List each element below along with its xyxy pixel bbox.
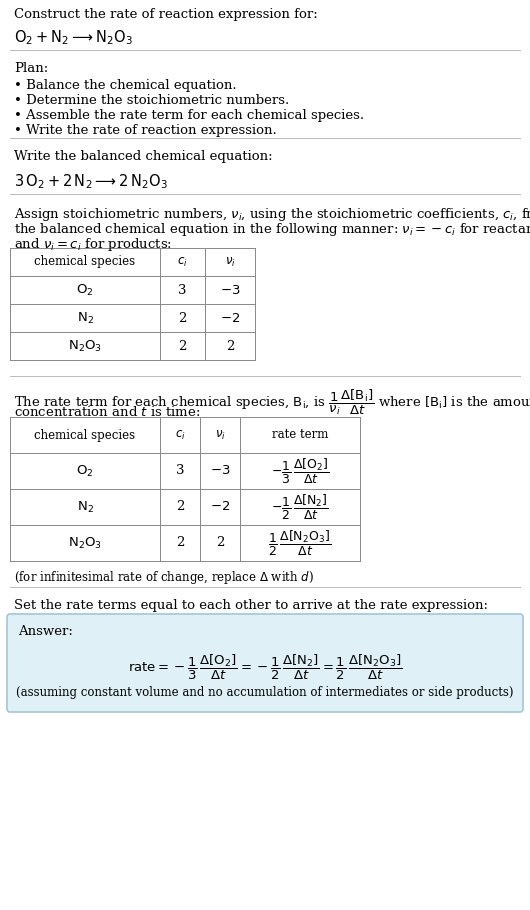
Text: $\mathrm{N_2}$: $\mathrm{N_2}$ bbox=[76, 310, 93, 326]
Text: concentration and $t$ is time:: concentration and $t$ is time: bbox=[14, 405, 200, 419]
Text: 2: 2 bbox=[176, 537, 184, 550]
Text: $\mathrm{rate} = -\dfrac{1}{3}\,\dfrac{\Delta[\mathrm{O_2}]}{\Delta t} = -\dfrac: $\mathrm{rate} = -\dfrac{1}{3}\,\dfrac{\… bbox=[128, 652, 402, 682]
Text: chemical species: chemical species bbox=[34, 429, 136, 441]
Text: $\mathrm{N_2O_3}$: $\mathrm{N_2O_3}$ bbox=[68, 339, 102, 354]
Text: $c_i$: $c_i$ bbox=[177, 256, 188, 268]
Text: $-2$: $-2$ bbox=[210, 501, 230, 513]
Text: Answer:: Answer: bbox=[18, 625, 73, 638]
Text: (assuming constant volume and no accumulation of intermediates or side products): (assuming constant volume and no accumul… bbox=[16, 686, 514, 699]
Text: $-3$: $-3$ bbox=[210, 464, 230, 478]
Text: 3: 3 bbox=[176, 464, 184, 478]
Text: $-3$: $-3$ bbox=[220, 284, 240, 297]
Text: $c_i$: $c_i$ bbox=[175, 429, 186, 441]
Text: $\mathrm{N_2O_3}$: $\mathrm{N_2O_3}$ bbox=[68, 535, 102, 551]
Text: $-\dfrac{1}{2}\,\dfrac{\Delta[\mathrm{N_2}]}{\Delta t}$: $-\dfrac{1}{2}\,\dfrac{\Delta[\mathrm{N_… bbox=[271, 492, 329, 521]
Text: Set the rate terms equal to each other to arrive at the rate expression:: Set the rate terms equal to each other t… bbox=[14, 599, 488, 612]
Text: • Write the rate of reaction expression.: • Write the rate of reaction expression. bbox=[14, 124, 277, 137]
Text: $\nu_i$: $\nu_i$ bbox=[225, 256, 235, 268]
Text: and $\nu_i = c_i$ for products:: and $\nu_i = c_i$ for products: bbox=[14, 236, 172, 253]
Text: Assign stoichiometric numbers, $\nu_i$, using the stoichiometric coefficients, $: Assign stoichiometric numbers, $\nu_i$, … bbox=[14, 206, 530, 223]
Text: $\mathrm{O_2 + N_2 \longrightarrow N_2O_3}$: $\mathrm{O_2 + N_2 \longrightarrow N_2O_… bbox=[14, 28, 132, 46]
Text: $\mathrm{3\,O_2 + 2\,N_2 \longrightarrow 2\,N_2O_3}$: $\mathrm{3\,O_2 + 2\,N_2 \longrightarrow… bbox=[14, 172, 167, 191]
Text: 3: 3 bbox=[178, 284, 187, 297]
Text: $-\dfrac{1}{3}\,\dfrac{\Delta[\mathrm{O_2}]}{\Delta t}$: $-\dfrac{1}{3}\,\dfrac{\Delta[\mathrm{O_… bbox=[271, 457, 329, 486]
Text: (for infinitesimal rate of change, replace $\Delta$ with $d$): (for infinitesimal rate of change, repla… bbox=[14, 569, 314, 586]
Text: 2: 2 bbox=[176, 501, 184, 513]
Text: $\mathrm{N_2}$: $\mathrm{N_2}$ bbox=[76, 500, 93, 514]
Text: Write the balanced chemical equation:: Write the balanced chemical equation: bbox=[14, 150, 272, 163]
Text: The rate term for each chemical species, $\mathrm{B_i}$, is $\dfrac{1}{\nu_i}\df: The rate term for each chemical species,… bbox=[14, 388, 530, 418]
Text: $\mathrm{O_2}$: $\mathrm{O_2}$ bbox=[76, 282, 94, 298]
Text: • Assemble the rate term for each chemical species.: • Assemble the rate term for each chemic… bbox=[14, 109, 364, 122]
Text: 2: 2 bbox=[216, 537, 224, 550]
Text: chemical species: chemical species bbox=[34, 256, 136, 268]
Text: $\dfrac{1}{2}\,\dfrac{\Delta[\mathrm{N_2O_3}]}{\Delta t}$: $\dfrac{1}{2}\,\dfrac{\Delta[\mathrm{N_2… bbox=[268, 529, 332, 558]
Text: $\nu_i$: $\nu_i$ bbox=[215, 429, 225, 441]
Text: • Determine the stoichiometric numbers.: • Determine the stoichiometric numbers. bbox=[14, 94, 289, 107]
Text: Plan:: Plan: bbox=[14, 62, 48, 75]
Text: 2: 2 bbox=[178, 311, 187, 325]
Text: • Balance the chemical equation.: • Balance the chemical equation. bbox=[14, 79, 236, 92]
Text: rate term: rate term bbox=[272, 429, 328, 441]
Text: 2: 2 bbox=[178, 339, 187, 352]
Text: $-2$: $-2$ bbox=[220, 311, 240, 325]
FancyBboxPatch shape bbox=[7, 614, 523, 712]
Text: Construct the rate of reaction expression for:: Construct the rate of reaction expressio… bbox=[14, 8, 318, 21]
Text: 2: 2 bbox=[226, 339, 234, 352]
Text: $\mathrm{O_2}$: $\mathrm{O_2}$ bbox=[76, 463, 94, 479]
Text: the balanced chemical equation in the following manner: $\nu_i = -c_i$ for react: the balanced chemical equation in the fo… bbox=[14, 221, 530, 238]
